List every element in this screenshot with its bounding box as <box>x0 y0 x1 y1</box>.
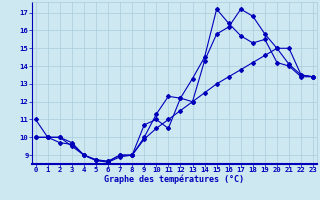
X-axis label: Graphe des températures (°C): Graphe des températures (°C) <box>104 175 244 184</box>
